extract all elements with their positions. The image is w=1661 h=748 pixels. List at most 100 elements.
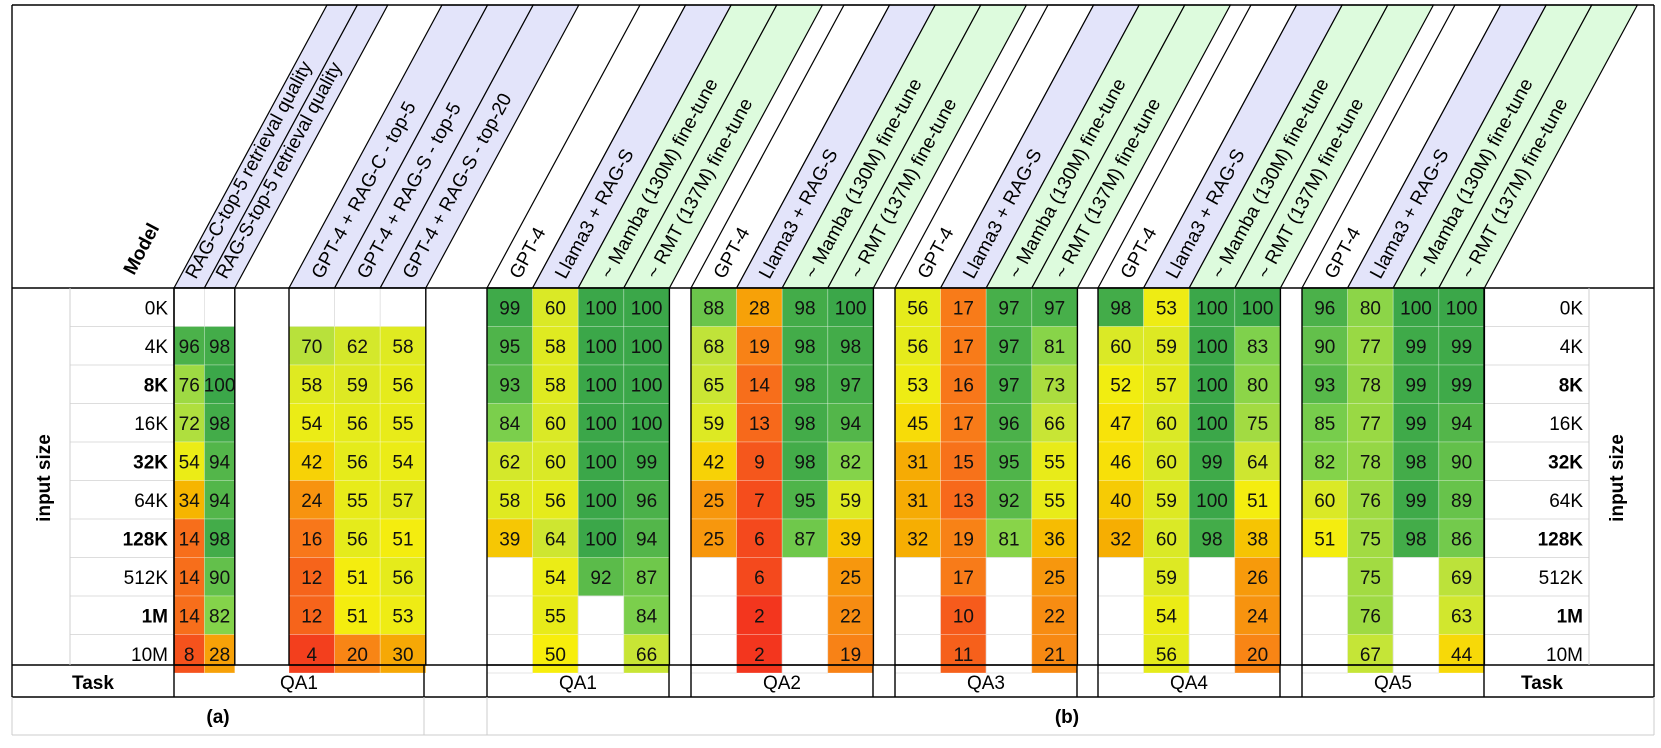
heat-cell <box>827 518 874 558</box>
cell-value: 99 <box>1201 452 1222 473</box>
cell-value: 100 <box>1196 298 1228 319</box>
heat-cell <box>173 441 205 481</box>
empty-cell <box>288 287 335 327</box>
cell-value: 55 <box>1044 452 1065 473</box>
cell-value: 82 <box>1314 452 1335 473</box>
cell-value: 66 <box>1044 414 1065 435</box>
cell-value: 9 <box>754 452 765 473</box>
cell-value: 57 <box>392 491 413 512</box>
cell-value: 17 <box>953 298 974 319</box>
heat-cell <box>827 557 874 597</box>
heat-cell <box>486 403 533 443</box>
cell-value: 85 <box>1314 414 1335 435</box>
heat-cell <box>1234 364 1281 404</box>
empty-cell <box>203 287 236 327</box>
cell-value: 25 <box>840 568 861 589</box>
cell-value: 31 <box>907 491 928 512</box>
cell-value: 76 <box>179 375 200 396</box>
cell-value: 44 <box>1451 645 1473 666</box>
cell-value: 47 <box>1110 414 1131 435</box>
cell-value: 98 <box>794 375 815 396</box>
cell-value: 60 <box>1156 414 1177 435</box>
cell-value: 20 <box>347 645 368 666</box>
heat-cell <box>1234 634 1281 674</box>
cell-value: 16 <box>301 529 322 550</box>
heat-cell <box>781 480 829 520</box>
empty-cell <box>334 287 381 327</box>
heat-cell <box>1347 403 1394 443</box>
heat-cell <box>736 480 783 520</box>
heat-cell <box>379 403 427 443</box>
cell-value: 7 <box>754 491 765 512</box>
cell-value: 100 <box>1196 337 1228 358</box>
cell-value: 54 <box>545 568 567 589</box>
cell-value: 51 <box>1314 529 1335 550</box>
cell-value: 100 <box>1196 414 1228 435</box>
cell-value: 56 <box>347 529 368 550</box>
cell-value: 80 <box>1360 298 1381 319</box>
heat-cell <box>532 634 579 674</box>
cell-value: 99 <box>1451 337 1472 358</box>
heat-cell <box>532 326 579 366</box>
heat-cell <box>690 518 737 558</box>
heat-cell <box>334 403 381 443</box>
heat-cell <box>985 326 1033 366</box>
heat-cell <box>736 595 783 635</box>
heat-cell <box>1031 480 1078 520</box>
cell-value: 54 <box>392 452 414 473</box>
heat-cell <box>894 364 941 404</box>
cell-value: 17 <box>953 568 974 589</box>
heat-cell <box>736 326 783 366</box>
cell-value: 78 <box>1360 452 1381 473</box>
cell-value: 99 <box>1405 375 1426 396</box>
cell-value: 14 <box>179 568 201 589</box>
heat-cell <box>940 287 987 327</box>
cell-value: 59 <box>1156 337 1177 358</box>
cell-value: 70 <box>301 337 322 358</box>
row-label-right: 128K <box>1538 529 1584 550</box>
cell-value: 100 <box>1446 298 1478 319</box>
row-label-right: 0K <box>1560 298 1584 319</box>
row-label: 8K <box>144 375 169 396</box>
cell-value: 56 <box>392 568 413 589</box>
cell-value: 19 <box>840 645 861 666</box>
cell-value: 59 <box>840 491 861 512</box>
cell-value: 59 <box>703 414 724 435</box>
heat-cell <box>532 480 579 520</box>
cell-value: 53 <box>907 375 928 396</box>
heat-cell <box>532 518 579 558</box>
heat-cell <box>486 441 533 481</box>
cell-value: 32 <box>1110 529 1131 550</box>
cell-value: 51 <box>347 568 368 589</box>
heat-cell <box>623 595 670 635</box>
heat-cell <box>532 403 579 443</box>
heat-cell <box>203 441 236 481</box>
heat-cell <box>1438 364 1485 404</box>
empty-cell <box>1188 557 1236 597</box>
cell-value: 100 <box>585 529 617 550</box>
cell-value: 60 <box>1314 491 1335 512</box>
empty-cell <box>1097 557 1144 597</box>
empty-cell <box>1097 634 1144 674</box>
heat-cell <box>1438 287 1485 327</box>
cell-value: 39 <box>840 529 861 550</box>
heat-cell <box>1031 403 1078 443</box>
cell-value: 75 <box>1247 414 1268 435</box>
cell-value: 98 <box>1405 452 1426 473</box>
cell-value: 84 <box>499 414 521 435</box>
cell-value: 56 <box>392 375 413 396</box>
cell-value: 99 <box>1405 414 1426 435</box>
cell-value: 82 <box>840 452 861 473</box>
heat-cell <box>781 441 829 481</box>
heat-cell <box>1438 595 1485 635</box>
cell-value: 53 <box>1156 298 1177 319</box>
heat-cell <box>532 441 579 481</box>
heat-cell <box>1438 518 1485 558</box>
empty-cell <box>781 595 829 635</box>
cell-value: 82 <box>209 606 230 627</box>
cell-value: 14 <box>179 606 201 627</box>
cell-value: 51 <box>347 606 368 627</box>
row-label-right: 10M <box>1546 645 1583 666</box>
heat-cell <box>690 441 737 481</box>
